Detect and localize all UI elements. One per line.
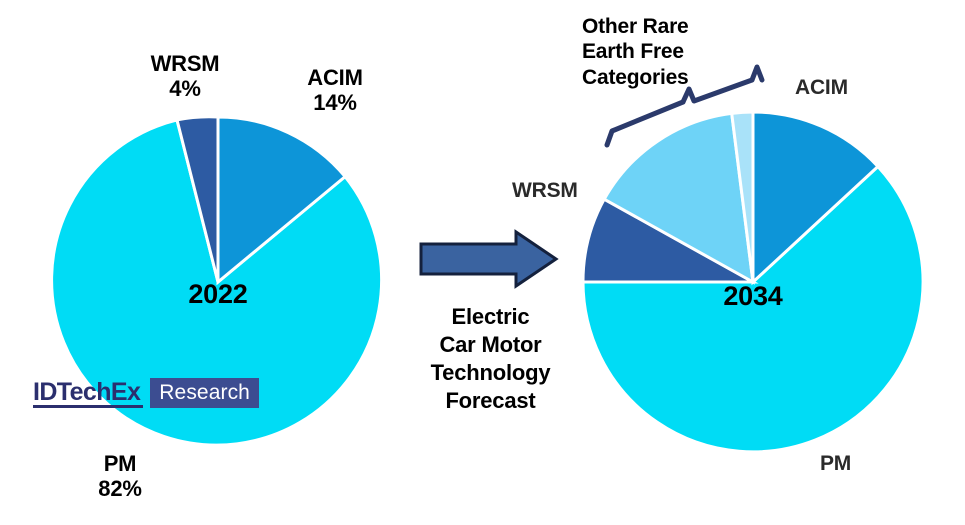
idtechex-research-badge: Research <box>150 378 259 408</box>
right-arrow-icon <box>419 229 559 289</box>
pie-2022-label-pm: PM 82% <box>98 451 142 501</box>
figure-caption: Electric Car Motor Technology Forecast <box>430 304 551 413</box>
pie-2034-label-other-rare-earth-free: Other Rare Earth Free Categories <box>582 15 689 89</box>
pie-2022-label-acim: ACIM 14% <box>307 65 363 115</box>
pie-2034-center-label: 2034 <box>723 281 783 311</box>
pie-2034 <box>581 110 925 454</box>
pie-2034-label-pm: PM <box>820 452 852 475</box>
pie-2022-label-wrsm: WRSM 4% <box>150 51 220 101</box>
pie-2034-slice-pm[interactable] <box>581 164 925 454</box>
pie-2022-slice-wrsm[interactable] <box>175 115 220 283</box>
pie-2034-slice-other-rare-earth-free[interactable] <box>602 111 755 285</box>
pie-2034-label-acim: ACIM <box>795 76 848 99</box>
pie-2034-slice-acim[interactable] <box>751 110 881 286</box>
idtechex-logo: IDTechEx Research <box>33 378 259 408</box>
pie-2034-label-wrsm: WRSM <box>512 179 578 202</box>
idtechex-wordmark: IDTechEx <box>33 378 144 408</box>
pie-2022-slice-acim[interactable] <box>216 115 348 286</box>
pie-2022-center-label: 2022 <box>188 279 248 309</box>
pie-2022 <box>50 115 384 447</box>
bracket-other-rare-earth-free <box>604 64 765 148</box>
pie-2034-slice-other-rare-earth-free-minor[interactable] <box>730 110 755 283</box>
